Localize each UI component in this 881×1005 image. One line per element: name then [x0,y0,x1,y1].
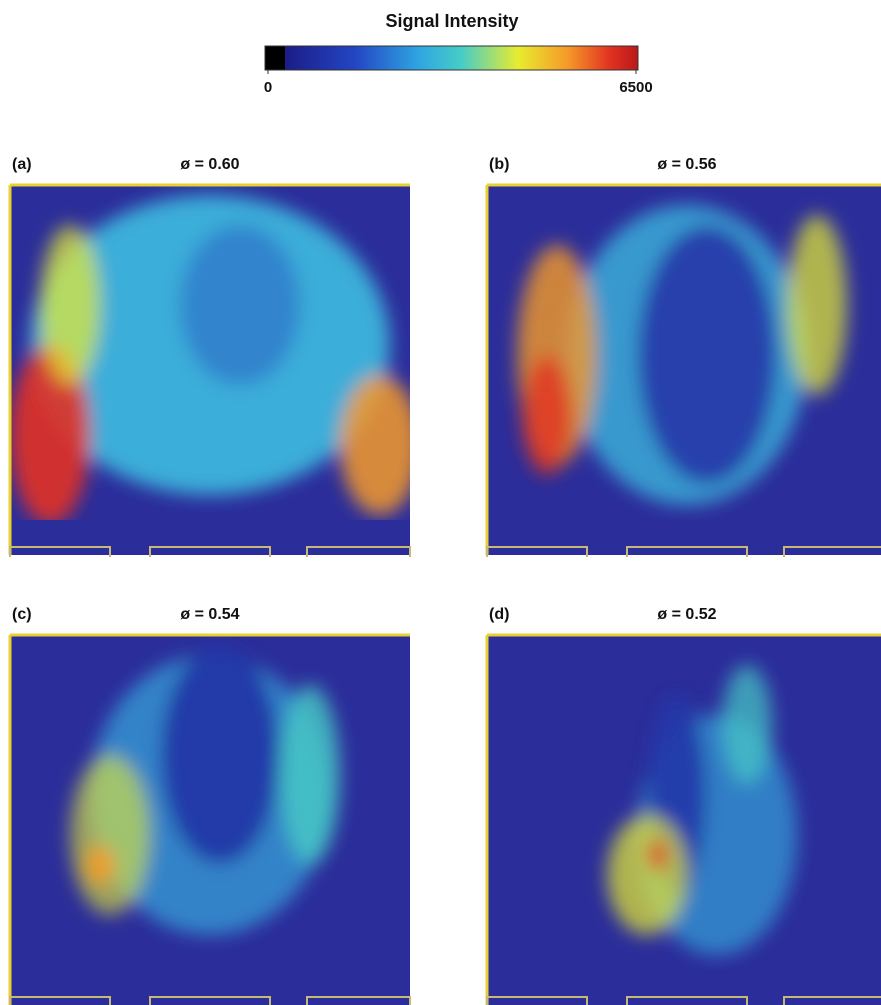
panel-image [485,633,881,1005]
panel-title: ø = 0.52 [657,606,716,623]
nozzle-outline [626,546,748,557]
nozzle-outline [9,996,111,1005]
panel-image [8,633,411,1005]
intensity-region [160,645,280,865]
intensity-region [340,375,410,515]
panel-field [517,205,847,505]
nozzle-outline [783,996,881,1005]
panel-field [70,645,340,935]
intensity-region [637,225,777,485]
colorbar-tick-label: 6500 [619,79,652,96]
panel-label: (c) [12,606,32,623]
nozzle-outline [9,546,111,557]
colorbar-low [265,46,285,70]
nozzle-outline [783,546,881,557]
colorbar-tick-label: 0 [264,79,272,96]
panel-title: ø = 0.54 [180,606,239,623]
panel-image [485,183,881,557]
intensity-region [180,225,300,385]
panel-field [607,665,797,955]
intensity-region [522,355,572,475]
panel-image [8,183,411,557]
intensity-region [280,685,340,865]
nozzle-outline [306,996,411,1005]
panel-label: (d) [489,606,509,623]
panel-field [10,195,410,520]
panel-label: (a) [12,156,32,173]
intensity-region [10,345,90,520]
nozzle-outline [486,546,588,557]
nozzle-outline [486,996,588,1005]
colorbar-title: Signal Intensity [385,11,518,31]
colorbar-frame [264,45,639,71]
intensity-region [70,755,150,915]
intensity-region [647,840,667,870]
intensity-region [722,665,772,785]
nozzle-outline [626,996,748,1005]
panel-label: (b) [489,156,509,173]
nozzle-outline [306,546,411,557]
intensity-region [40,225,100,385]
intensity-region [607,815,687,935]
nozzle-outline [149,546,271,557]
intensity-region [787,215,847,395]
panel-title: ø = 0.56 [657,156,716,173]
colorbar [285,46,638,70]
intensity-region [85,845,115,885]
panel-title: ø = 0.60 [180,156,239,173]
nozzle-outline [149,996,271,1005]
